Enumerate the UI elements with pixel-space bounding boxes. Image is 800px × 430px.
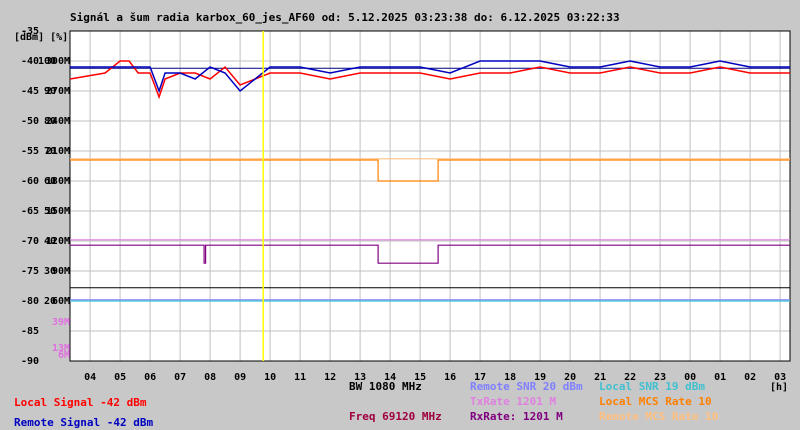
y3-tick-label: 210M [46,146,70,157]
y2-tick-label: 50 [44,206,56,217]
y3-extra-tick-label: 39M [52,317,70,328]
y2-tick-label: 60 [44,176,56,187]
y3-tick-label: 150M [46,206,70,217]
x-axis-label: [h] [770,382,788,393]
x-tick-label: 18 [504,372,516,383]
y2-tick-label: 90 [44,86,56,97]
x-tick-label: 21 [594,372,606,383]
y2-tick-label: 80 [44,116,56,127]
legend-entry: Local MCS Rate 10 [599,395,712,408]
x-tick-label: 00 [684,372,696,383]
legend-entry: Remote MCS Rate 10 [599,410,718,423]
y-tick-label: -60 [21,176,39,187]
x-tick-label: 15 [414,372,426,383]
y-tick-label: -50 [21,116,39,127]
x-tick-label: 02 [744,372,756,383]
x-tick-label: 12 [324,372,336,383]
series-line [70,159,790,182]
series-line [69,60,790,100]
legend-entry: Remote SNR 20 dBm [470,380,583,393]
y-tick-label: -75 [21,266,39,277]
y3-tick-label: 120M [46,236,70,247]
y3-extra-tick-label: 6M [58,350,70,361]
y-axis-label: [dBm] [%] [14,32,68,43]
y-tick-label: -65 [21,206,39,217]
legend-entry: Local SNR 19 dBm [599,380,705,393]
y2-tick-label: 30 [44,266,56,277]
x-tick-label: 10 [264,372,276,383]
y-tick-label: -40 [21,56,39,67]
x-tick-label: 14 [384,372,396,383]
y-tick-label: -90 [21,356,39,367]
plot-area [70,31,790,361]
series-line [70,60,790,94]
x-tick-label: 19 [534,372,546,383]
x-tick-label: 13 [354,372,366,383]
y3-tick-label: 300M [46,56,70,67]
x-tick-label: 17 [474,372,486,383]
x-tick-label: 11 [294,372,306,383]
x-tick-label: 04 [84,372,96,383]
plot-border [69,30,791,362]
legend-entry: RxRate: 1201 M [470,410,563,423]
x-tick-label: 05 [114,372,126,383]
y-tick-label: -55 [21,146,39,157]
y2-tick-label: 20 [44,296,56,307]
x-tick-label: 20 [564,372,576,383]
legend-entry: TxRate 1201 M [470,395,556,408]
x-tick-label: 22 [624,372,636,383]
legend-entry: Local Signal -42 dBm [14,396,147,409]
y3-tick-label: 90M [52,266,70,277]
x-tick-label: 03 [774,372,786,383]
x-tick-label: 09 [234,372,246,383]
y-tick-label: -45 [21,86,39,97]
y-tick-label: -35 [21,26,39,37]
x-tick-label: 08 [204,372,216,383]
y-tick-label: -70 [21,236,39,247]
x-tick-label: 06 [144,372,156,383]
series-line [70,244,790,264]
y2-tick-label: 100 [38,56,56,67]
chart-title: Signál a šum radia karbox_60_jes_AF60 od… [70,11,620,24]
y3-tick-label: 60M [52,296,70,307]
y2-tick-label: 70 [44,146,56,157]
y3-tick-label: 240M [46,116,70,127]
y-tick-label: -85 [21,326,39,337]
x-tick-label: 01 [714,372,726,383]
y3-tick-label: 270M [46,86,70,97]
y2-tick-label: 40 [44,236,56,247]
y3-extra-tick-label: 13M [52,343,70,354]
y-tick-label: -80 [21,296,39,307]
legend-entry: Remote Signal -42 dBm [14,416,153,429]
x-tick-label: 23 [654,372,666,383]
x-tick-label: 07 [174,372,186,383]
info-text: BW 1080 MHz [349,380,422,393]
info-text: Freq 69120 MHz [349,410,442,423]
y3-tick-label: 180M [46,176,70,187]
x-tick-label: 16 [444,372,456,383]
